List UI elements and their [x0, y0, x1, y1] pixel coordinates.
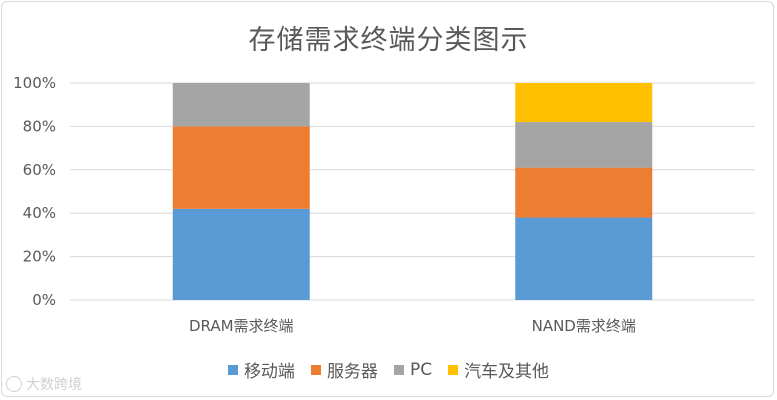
- x-tick-label: DRAM需求终端: [189, 317, 294, 335]
- y-axis-ticks: 0% 20% 40% 60% 80% 100%: [13, 74, 56, 309]
- y-tick-label: 60%: [23, 161, 56, 179]
- x-axis-labels: DRAM需求终端 NAND需求终端: [189, 317, 636, 335]
- legend-label: 服务器: [326, 362, 378, 382]
- watermark-logo-icon: [6, 376, 22, 392]
- chart-title: 存储需求终端分类图示: [248, 25, 529, 56]
- watermark: 大数跨境: [6, 374, 82, 394]
- bar-segment: [515, 122, 653, 168]
- bar-segment: [515, 217, 653, 300]
- y-tick-label: 80%: [23, 117, 56, 135]
- watermark-text: 大数跨境: [26, 377, 82, 393]
- y-tick-label: 100%: [13, 74, 56, 92]
- bar-segment: [172, 126, 310, 209]
- legend-label: PC: [409, 359, 433, 380]
- y-tick-label: 20%: [23, 248, 56, 266]
- bar-segment: [515, 83, 653, 123]
- legend: 移动端 服务器 PC 汽车及其他: [0, 357, 777, 382]
- legend-swatch: [227, 364, 238, 375]
- legend-item: 服务器: [310, 357, 378, 382]
- legend-label: 移动端: [243, 362, 295, 382]
- bar-segment: [172, 208, 310, 300]
- y-tick-label: 40%: [23, 204, 56, 222]
- legend-swatch: [310, 364, 321, 375]
- x-tick-label: NAND需求终端: [532, 317, 636, 335]
- bar-segment: [172, 83, 310, 127]
- bar-segment: [515, 167, 653, 218]
- bars: [172, 83, 653, 300]
- legend-item: 移动端: [227, 357, 295, 382]
- legend-swatch: [393, 364, 404, 375]
- legend-item: PC: [393, 359, 433, 380]
- legend-swatch: [448, 364, 459, 375]
- legend-item: 汽车及其他: [448, 357, 549, 382]
- y-tick-label: 0%: [32, 291, 56, 309]
- legend-label: 汽车及其他: [464, 362, 550, 382]
